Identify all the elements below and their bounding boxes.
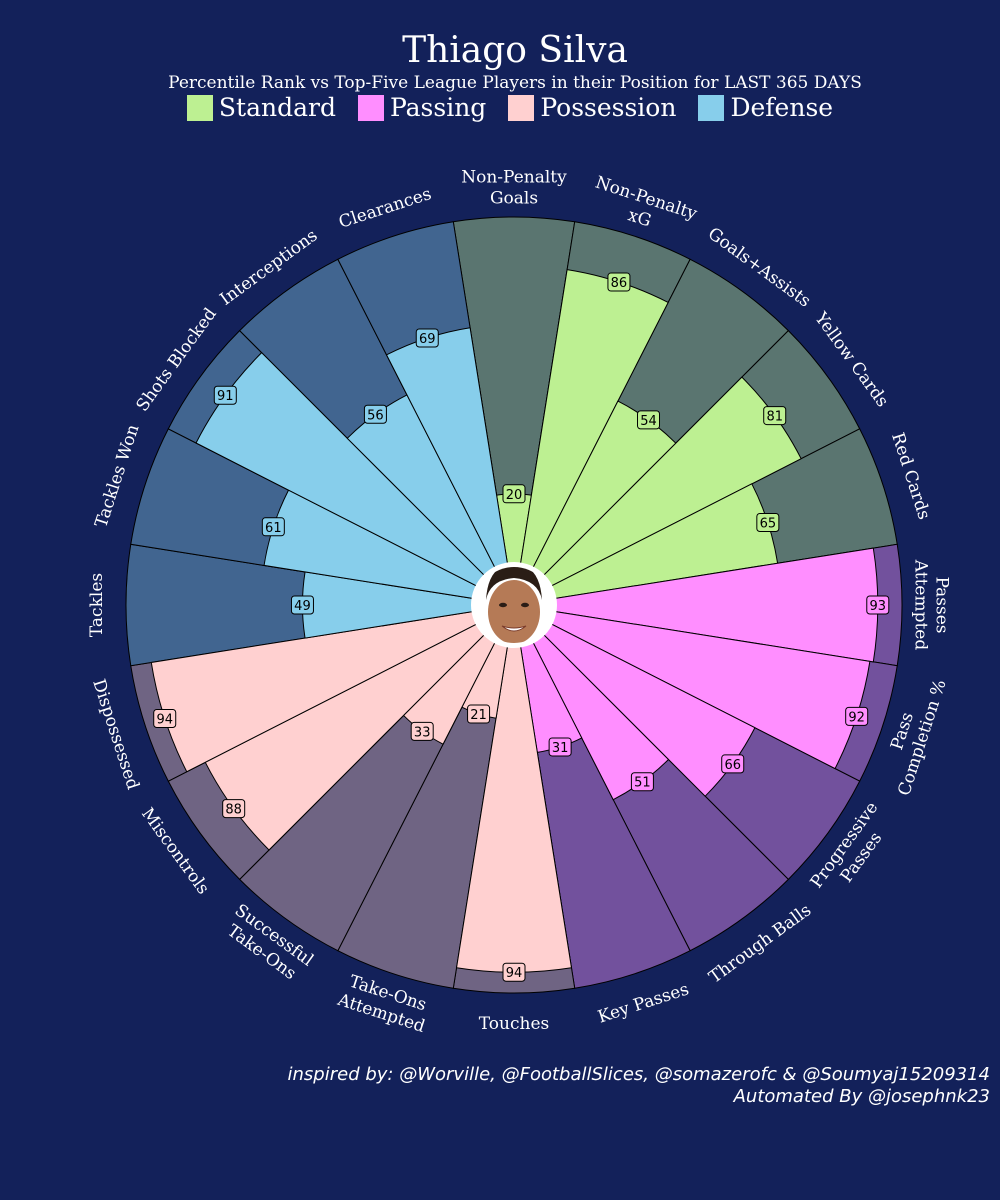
svg-text:54: 54 [640, 414, 657, 429]
credit-automated-by: Automated By @josephnk23 [733, 1086, 990, 1107]
legend-item-defense: Defense [698, 93, 833, 122]
svg-text:94: 94 [156, 712, 173, 727]
value-labels: 20 86 54 81 65 93 92 66 51 31 94 21 33 88 94 49 61 91 56 69 [153, 272, 890, 982]
value-label-successful-take-ons: 33 [410, 721, 434, 741]
value-label-passes-attempted: 93 [866, 595, 890, 615]
legend-swatch-standard [186, 94, 213, 121]
svg-text:Goals: Goals [490, 189, 538, 209]
svg-text:61: 61 [265, 521, 282, 536]
player-face-icon [476, 567, 552, 643]
value-label-touches: 94 [502, 962, 526, 982]
svg-text:91: 91 [217, 389, 234, 404]
value-label-clearances: 69 [415, 328, 439, 348]
value-label-tackles-won: 61 [261, 517, 285, 537]
svg-text:69: 69 [419, 332, 436, 347]
value-label-non-penalty-goals: 20 [502, 484, 526, 504]
bar-wedges [150, 269, 879, 973]
chart-title: Thiago Silva [402, 30, 628, 71]
svg-text:65: 65 [760, 517, 777, 532]
value-label-take-ons-attempted: 21 [467, 704, 491, 724]
svg-text:21: 21 [470, 708, 487, 723]
legend-item-possession: Possession [508, 93, 676, 122]
legend-label-passing: Passing [389, 93, 487, 122]
legend-swatch-defense [698, 94, 725, 121]
legend-item-standard: Standard [186, 93, 336, 122]
svg-text:93: 93 [870, 599, 887, 614]
svg-text:Tackles Won: Tackles Won [91, 422, 143, 530]
value-label-goals-assists: 54 [637, 410, 661, 430]
svg-text:86: 86 [611, 276, 628, 291]
category-label-tackles: Tackles [87, 573, 107, 637]
svg-text:20: 20 [506, 488, 523, 503]
svg-text:Key Passes: Key Passes [596, 979, 692, 1027]
svg-text:31: 31 [552, 741, 569, 756]
value-label-shots-blocked: 91 [213, 385, 237, 405]
credit-inspired-by: inspired by: @Worville, @FootballSlices,… [287, 1064, 990, 1085]
svg-text:92: 92 [848, 710, 865, 725]
value-label-miscontrols: 88 [222, 799, 246, 819]
svg-text:Touches: Touches [479, 1014, 549, 1034]
value-label-dispossessed: 94 [153, 708, 177, 728]
legend-label-standard: Standard [218, 93, 336, 122]
value-label-through-balls: 51 [630, 772, 654, 792]
category-label-clearances: Clearances [336, 184, 434, 233]
value-label-tackles: 49 [290, 595, 314, 615]
svg-text:56: 56 [367, 408, 384, 423]
legend-item-passing: Passing [357, 93, 487, 122]
chart-subtitle: Percentile Rank vs Top-Five League Playe… [168, 73, 862, 93]
legend-swatch-possession [508, 94, 535, 121]
avatar [471, 562, 557, 648]
legend-swatch-passing [357, 94, 384, 121]
legend-label-defense: Defense [730, 93, 834, 122]
value-label-progressive-passes: 66 [721, 754, 745, 774]
svg-text:81: 81 [766, 410, 783, 425]
category-label-dispossessed: Dispossessed [88, 677, 143, 792]
svg-text:Passes: Passes [932, 576, 952, 633]
svg-text:33: 33 [414, 725, 431, 740]
category-label-key-passes: Key Passes [596, 979, 692, 1027]
svg-text:Tackles: Tackles [87, 573, 107, 637]
value-label-red-cards: 65 [756, 513, 780, 533]
value-label-non-penalty-xg: 86 [607, 272, 631, 292]
category-label-red-cards: Red Cards [887, 430, 934, 522]
svg-text:88: 88 [225, 803, 242, 818]
svg-text:51: 51 [634, 776, 651, 791]
svg-text:Clearances: Clearances [336, 184, 434, 233]
value-label-yellow-cards: 81 [763, 406, 787, 426]
svg-text:Attempted: Attempted [911, 559, 931, 651]
svg-text:Non-Penalty: Non-Penalty [461, 168, 567, 188]
value-label-key-passes: 31 [548, 737, 572, 757]
svg-text:Red Cards: Red Cards [887, 430, 934, 522]
legend: Standard Passing Possession Defense [0, 93, 1000, 122]
value-label-pass-completion: 92 [845, 706, 869, 726]
category-label-touches: Touches [479, 1014, 549, 1034]
svg-text:66: 66 [724, 758, 741, 773]
svg-text:Dispossessed: Dispossessed [88, 677, 143, 792]
svg-text:94: 94 [506, 966, 523, 981]
category-label-tackles-won: Tackles Won [91, 422, 143, 530]
legend-label-possession: Possession [540, 93, 677, 122]
value-label-interceptions: 56 [363, 404, 387, 424]
svg-text:49: 49 [294, 599, 311, 614]
